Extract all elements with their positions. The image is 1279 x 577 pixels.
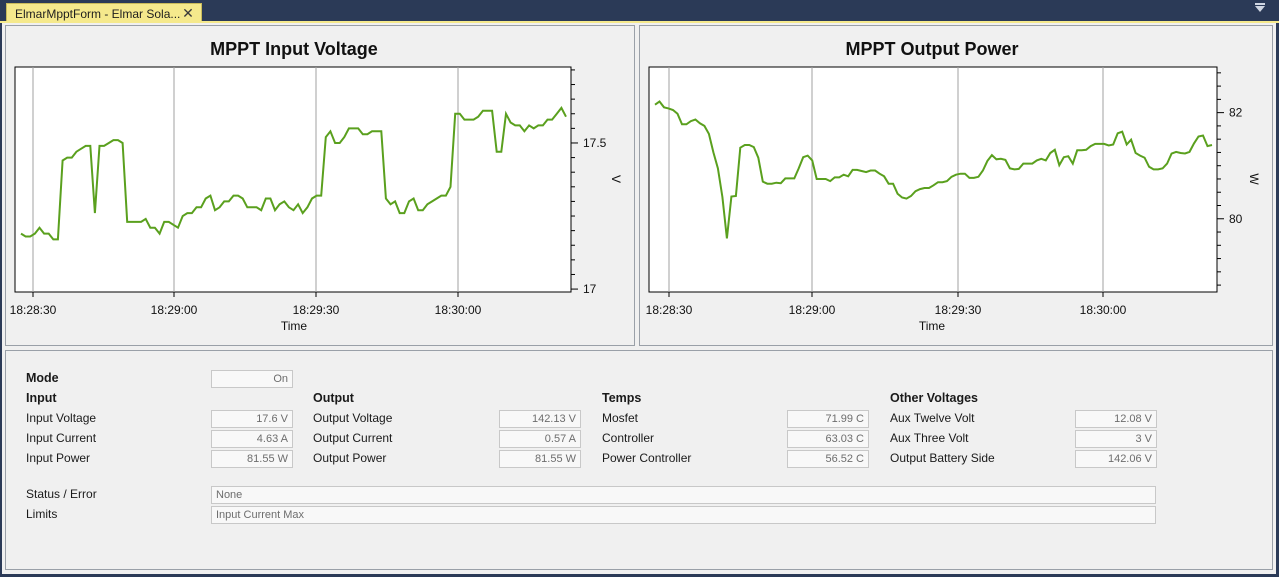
x-tick-label: 18:29:00 bbox=[151, 303, 198, 317]
aux-twelve-volt-field[interactable]: 12.08 V bbox=[1075, 410, 1157, 428]
y-axis-label: W bbox=[1247, 173, 1261, 185]
limits-label: Limits bbox=[26, 507, 58, 521]
input-current-label: Input Current bbox=[26, 431, 97, 445]
x-tick-label: 18:30:00 bbox=[1080, 303, 1127, 317]
y-axis-label: V bbox=[609, 175, 623, 183]
chart-title: MPPT Input Voltage bbox=[210, 39, 378, 59]
tab-overflow-bar bbox=[1255, 3, 1265, 5]
output-power-series-line bbox=[654, 100, 1213, 239]
output-battery-side-label: Output Battery Side bbox=[890, 451, 995, 465]
output-battery-side-field[interactable]: 142.06 V bbox=[1075, 450, 1157, 468]
output-power-label: Output Power bbox=[313, 451, 387, 465]
input-power-field[interactable]: 81.55 W bbox=[211, 450, 293, 468]
aux-three-volt-field[interactable]: 3 V bbox=[1075, 430, 1157, 448]
readings-panel: Mode On Input Input Voltage 17.6 V Input… bbox=[5, 350, 1273, 570]
form-content: MPPT Input Voltage 18:28:30 18:29:00 18:29… bbox=[2, 23, 1276, 574]
mosfet-temp-field[interactable]: 71.99 C bbox=[787, 410, 869, 428]
document-tab[interactable]: ElmarMpptForm - Elmar Sola... ✕ bbox=[6, 3, 202, 22]
x-tick-label: 18:29:30 bbox=[935, 303, 982, 317]
input-voltage-chart-panel: MPPT Input Voltage 18:28:30 18:29:00 18:29… bbox=[5, 25, 635, 346]
input-current-field[interactable]: 4.63 A bbox=[211, 430, 293, 448]
y-tick-label: 17 bbox=[583, 282, 597, 296]
input-voltage-label: Input Voltage bbox=[26, 411, 97, 425]
y-axis-ticks: 80 82 bbox=[1217, 72, 1243, 286]
input-header: Input bbox=[26, 391, 57, 405]
x-tick-label: 18:30:00 bbox=[435, 303, 482, 317]
status-error-label: Status / Error bbox=[26, 487, 97, 501]
output-header: Output bbox=[313, 391, 354, 405]
chart-title: MPPT Output Power bbox=[846, 39, 1019, 59]
y-tick-label: 82 bbox=[1229, 106, 1243, 120]
output-power-field[interactable]: 81.55 W bbox=[499, 450, 581, 468]
output-current-field[interactable]: 0.57 A bbox=[499, 430, 581, 448]
input-voltage-series-line bbox=[20, 106, 567, 241]
temps-header: Temps bbox=[602, 391, 642, 405]
x-tick-label: 18:29:30 bbox=[293, 303, 340, 317]
output-current-label: Output Current bbox=[313, 431, 393, 445]
other-voltages-header: Other Voltages bbox=[890, 391, 978, 405]
aux-three-volt-label: Aux Three Volt bbox=[890, 431, 969, 445]
x-axis-ticks: 18:28:30 18:29:00 18:29:30 18:30:00 bbox=[10, 292, 482, 317]
close-icon[interactable]: ✕ bbox=[182, 5, 194, 21]
controller-temp-field[interactable]: 63.03 C bbox=[787, 430, 869, 448]
x-tick-label: 18:28:30 bbox=[646, 303, 693, 317]
plot-area bbox=[14, 66, 572, 293]
mode-label: Mode bbox=[26, 371, 59, 385]
output-voltage-field[interactable]: 142.13 V bbox=[499, 410, 581, 428]
x-axis-ticks: 18:28:30 18:29:00 18:29:30 18:30:00 bbox=[646, 292, 1127, 317]
y-tick-label: 17.5 bbox=[583, 136, 607, 150]
input-voltage-field[interactable]: 17.6 V bbox=[211, 410, 293, 428]
plot-area bbox=[648, 66, 1218, 293]
document-tab-title: ElmarMpptForm - Elmar Sola... bbox=[15, 7, 181, 21]
x-tick-label: 18:29:00 bbox=[789, 303, 836, 317]
x-axis-label: Time bbox=[919, 319, 946, 333]
x-axis-label: Time bbox=[281, 319, 308, 333]
power-controller-temp-field[interactable]: 56.52 C bbox=[787, 450, 869, 468]
x-tick-label: 18:28:30 bbox=[10, 303, 57, 317]
mode-field[interactable]: On bbox=[211, 370, 293, 388]
vertical-gridlines bbox=[668, 67, 1104, 292]
vertical-gridlines bbox=[32, 67, 459, 292]
controller-temp-label: Controller bbox=[602, 431, 655, 445]
chevron-down-icon[interactable] bbox=[1255, 6, 1265, 12]
y-axis-ticks: 17 17.5 bbox=[571, 69, 607, 296]
y-tick-label: 80 bbox=[1229, 212, 1243, 226]
aux-twelve-volt-label: Aux Twelve Volt bbox=[890, 411, 975, 425]
input-power-label: Input Power bbox=[26, 451, 91, 465]
tab-accent-line bbox=[0, 21, 1279, 23]
status-error-field[interactable]: None bbox=[211, 486, 1156, 504]
output-voltage-label: Output Voltage bbox=[313, 411, 393, 425]
document-tab-bar: ElmarMpptForm - Elmar Sola... ✕ bbox=[0, 0, 1279, 23]
input-voltage-chart: MPPT Input Voltage 18:28:30 18:29:00 18:29… bbox=[10, 39, 623, 333]
limits-field[interactable]: Input Current Max bbox=[211, 506, 1156, 524]
output-power-chart: MPPT Output Power 18:28:30 18:29:00 18:29:… bbox=[646, 39, 1261, 333]
output-power-chart-panel: MPPT Output Power 18:28:30 18:29:00 18:29:… bbox=[639, 25, 1273, 346]
mosfet-temp-label: Mosfet bbox=[602, 411, 639, 425]
power-controller-temp-label: Power Controller bbox=[602, 451, 692, 465]
